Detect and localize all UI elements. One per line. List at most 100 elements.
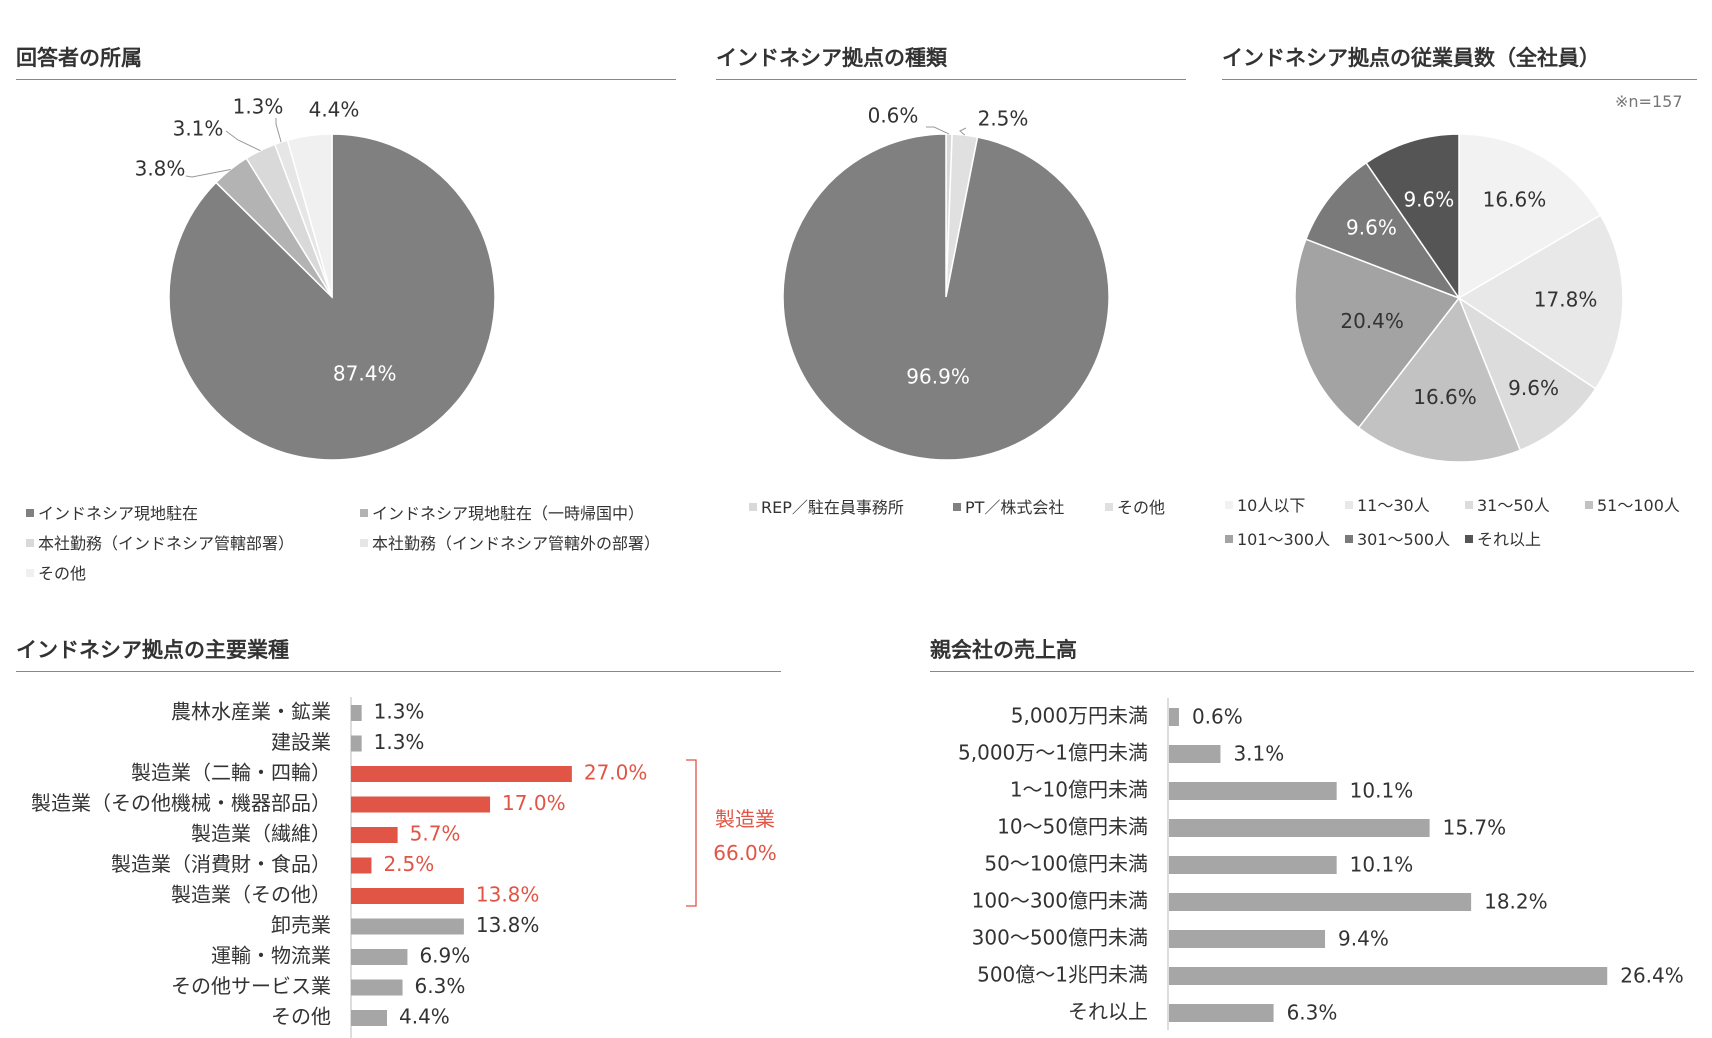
legend-label: その他 <box>1117 498 1166 517</box>
legend-swatch <box>749 502 757 511</box>
category-label: 1～10億円未満 <box>1010 778 1148 802</box>
legend-label: 51～100人 <box>1597 496 1680 515</box>
value-label: 13.8% <box>476 883 540 907</box>
slice-label-1: 96.9% <box>906 365 970 389</box>
pie-slice-4 <box>286 133 333 298</box>
slice-label-0: 16.6% <box>1483 188 1547 212</box>
title-rule-base-type <box>716 79 1186 80</box>
chart-title-affiliation: 回答者の所属 <box>16 46 142 70</box>
category-label: 100～300億円未満 <box>972 889 1148 913</box>
legend-label: 本社勤務（インドネシア管轄外の部署） <box>372 534 661 553</box>
pie-slice-1 <box>1457 214 1624 390</box>
legend-label: 10人以下 <box>1237 496 1306 515</box>
category-label: 製造業（その他機械・機器部品） <box>31 791 331 815</box>
slice-label-4: 20.4% <box>1340 309 1404 333</box>
legend-swatch <box>1345 534 1353 543</box>
chart-title-sales: 親会社の売上高 <box>930 638 1077 662</box>
category-label: 建設業 <box>271 730 331 754</box>
value-label: 10.1% <box>1350 853 1414 877</box>
legend-item: インドネシア現地駐在 <box>26 500 198 524</box>
bar <box>351 857 372 874</box>
slice-label-2: 3.1% <box>173 117 224 141</box>
value-label: 1.3% <box>374 700 425 724</box>
pie-slice-5 <box>1304 161 1461 300</box>
legend-item: 101～300人 <box>1225 526 1330 550</box>
manufacturing-value: 66.0% <box>713 841 777 865</box>
leader-line-0 <box>926 126 950 135</box>
legend-label: それ以上 <box>1477 530 1542 549</box>
category-label: 300～500億円未満 <box>972 926 1148 950</box>
legend-item: 11～30人 <box>1345 492 1430 516</box>
legend-swatch <box>1225 534 1233 543</box>
pie-slice-0 <box>1458 133 1602 300</box>
pie-slice-4 <box>1294 238 1461 429</box>
value-label: 6.3% <box>415 974 466 998</box>
legend-label: インドネシア現地駐在（一時帰国中） <box>372 504 645 523</box>
legend-label: 31～50人 <box>1477 496 1550 515</box>
manufacturing-bracket <box>686 759 697 907</box>
legend-swatch <box>1105 502 1113 511</box>
legend-item: 301～500人 <box>1345 526 1450 550</box>
category-label: 製造業（二輪・四輪） <box>131 761 331 785</box>
chart-title-base-type: インドネシア拠点の種類 <box>716 46 947 70</box>
category-label: 10～50億円未満 <box>997 815 1148 839</box>
pie-slice-1 <box>782 133 1110 461</box>
value-label: 1.3% <box>374 730 425 754</box>
pie-slice-2 <box>1457 296 1597 452</box>
bar <box>351 979 403 996</box>
value-label: 15.7% <box>1443 816 1507 840</box>
category-label: 5,000万円未満 <box>1011 704 1148 728</box>
legend-swatch <box>360 538 368 547</box>
legend-label: PT／株式会社 <box>965 498 1065 517</box>
bar <box>351 949 408 965</box>
category-label: その他 <box>271 1005 331 1029</box>
legend-item: 本社勤務（インドネシア管轄外の部署） <box>360 530 660 554</box>
chart-title-employees: インドネシア拠点の従業員数（全社員） <box>1222 46 1600 70</box>
legend-swatch <box>1585 500 1593 509</box>
manufacturing-total-annotation: 製造業 66.0% <box>700 802 790 870</box>
legend-label: 101～300人 <box>1237 530 1331 549</box>
bar <box>351 918 464 935</box>
value-label: 5.7% <box>410 822 461 846</box>
slice-label-4: 4.4% <box>309 98 360 122</box>
value-label: 9.4% <box>1338 927 1389 951</box>
bar <box>1169 782 1337 800</box>
bar <box>1169 1004 1274 1022</box>
bar <box>351 827 398 843</box>
leader-line-2 <box>225 130 261 152</box>
slice-label-5: 9.6% <box>1346 215 1397 239</box>
bar <box>351 766 572 782</box>
legend-swatch <box>1465 534 1473 543</box>
title-rule-industry <box>16 671 781 672</box>
manufacturing-label: 製造業 <box>715 807 775 831</box>
category-label: その他サービス業 <box>171 974 331 998</box>
legend-item: それ以上 <box>1465 526 1541 550</box>
legend-swatch <box>1225 500 1233 509</box>
category-label: 製造業（繊維） <box>191 822 331 846</box>
category-label: 製造業（その他） <box>171 883 331 907</box>
legend-label: 11～30人 <box>1357 496 1430 515</box>
legend-item: 31～50人 <box>1465 492 1550 516</box>
legend-item: 本社勤務（インドネシア管轄部署） <box>26 530 294 554</box>
legend-label: 本社勤務（インドネシア管轄部署） <box>38 534 295 553</box>
legend-swatch <box>1465 500 1473 509</box>
bar <box>351 705 362 721</box>
legend-swatch <box>360 508 368 517</box>
value-label: 10.1% <box>1350 779 1414 803</box>
bar <box>351 735 362 752</box>
bar <box>351 888 464 904</box>
legend-item: REP／駐在員事務所 <box>749 494 904 518</box>
value-label: 3.1% <box>1233 742 1284 766</box>
legend-swatch <box>26 538 34 547</box>
slice-label-3: 1.3% <box>233 95 284 119</box>
value-label: 17.0% <box>502 791 566 815</box>
slice-label-2: 9.6% <box>1508 376 1559 400</box>
leader-line-2 <box>959 127 967 136</box>
pie-slice-3 <box>1357 296 1522 463</box>
legend-item: その他 <box>26 560 86 584</box>
value-label: 27.0% <box>584 761 648 785</box>
